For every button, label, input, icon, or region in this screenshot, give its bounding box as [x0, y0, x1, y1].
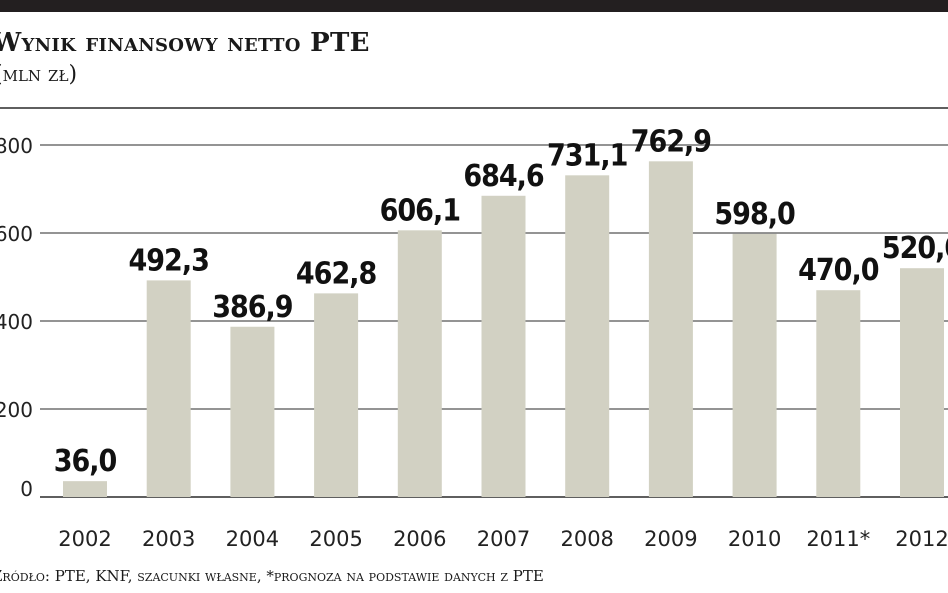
- bar-2012: [900, 268, 944, 497]
- bar-2007: [481, 195, 526, 497]
- bar-2002: [63, 481, 107, 497]
- bar-2005: [314, 293, 359, 497]
- bar-2004: [230, 326, 275, 497]
- chart-unit-label: (mln zł): [0, 62, 78, 87]
- y-tick-label: 800: [0, 134, 33, 158]
- value-label: 386,9: [212, 290, 293, 325]
- value-label: 684,6: [463, 159, 544, 194]
- value-label: 598,0: [714, 197, 795, 232]
- value-label: 36,0: [54, 444, 117, 479]
- bar-2003: [146, 280, 191, 497]
- value-label: 492,3: [129, 243, 209, 278]
- x-tick-label: 2010: [728, 527, 781, 551]
- x-axis-ticks: 2002 2003 2004 2005 2006 2007 2008 2009 2010 2011…: [58, 527, 948, 551]
- x-tick-label: 2008: [560, 527, 613, 551]
- bar-2011*: [816, 290, 861, 497]
- value-label: 462,8: [296, 256, 377, 291]
- bar-2010: [732, 233, 777, 497]
- x-tick-label: 2003: [142, 527, 195, 551]
- x-tick-label: 2012: [895, 527, 948, 551]
- source-note: Źródło: PTE, KNF, szacunki własne, *prog…: [0, 567, 544, 585]
- bars: [63, 161, 944, 498]
- x-tick-label: 2004: [226, 527, 279, 551]
- bar-2006: [397, 230, 442, 498]
- x-tick-label: 2009: [644, 527, 697, 551]
- y-tick-label: 200: [0, 398, 33, 422]
- x-tick-label: 2002: [58, 527, 111, 551]
- chart-title: Wynik finansowy netto PTE: [0, 28, 370, 58]
- top-bar: [0, 0, 948, 12]
- y-axis-ticks: 0 200 400 600 800: [0, 134, 33, 501]
- bar-2009: [648, 161, 693, 497]
- x-tick-label: 2011*: [806, 527, 870, 551]
- x-tick-label: 2007: [477, 527, 530, 551]
- value-label: 470,0: [798, 253, 879, 288]
- y-tick-label: 400: [0, 310, 33, 334]
- value-label: 762,9: [631, 124, 712, 159]
- y-tick-label: 600: [0, 222, 33, 246]
- value-label: 520,0: [882, 231, 948, 266]
- x-tick-label: 2005: [309, 527, 362, 551]
- value-label: 731,1: [547, 138, 627, 173]
- bar-2008: [565, 175, 610, 498]
- x-tick-label: 2006: [393, 527, 446, 551]
- y-tick-label: 0: [20, 477, 33, 501]
- value-label: 606,1: [380, 193, 460, 228]
